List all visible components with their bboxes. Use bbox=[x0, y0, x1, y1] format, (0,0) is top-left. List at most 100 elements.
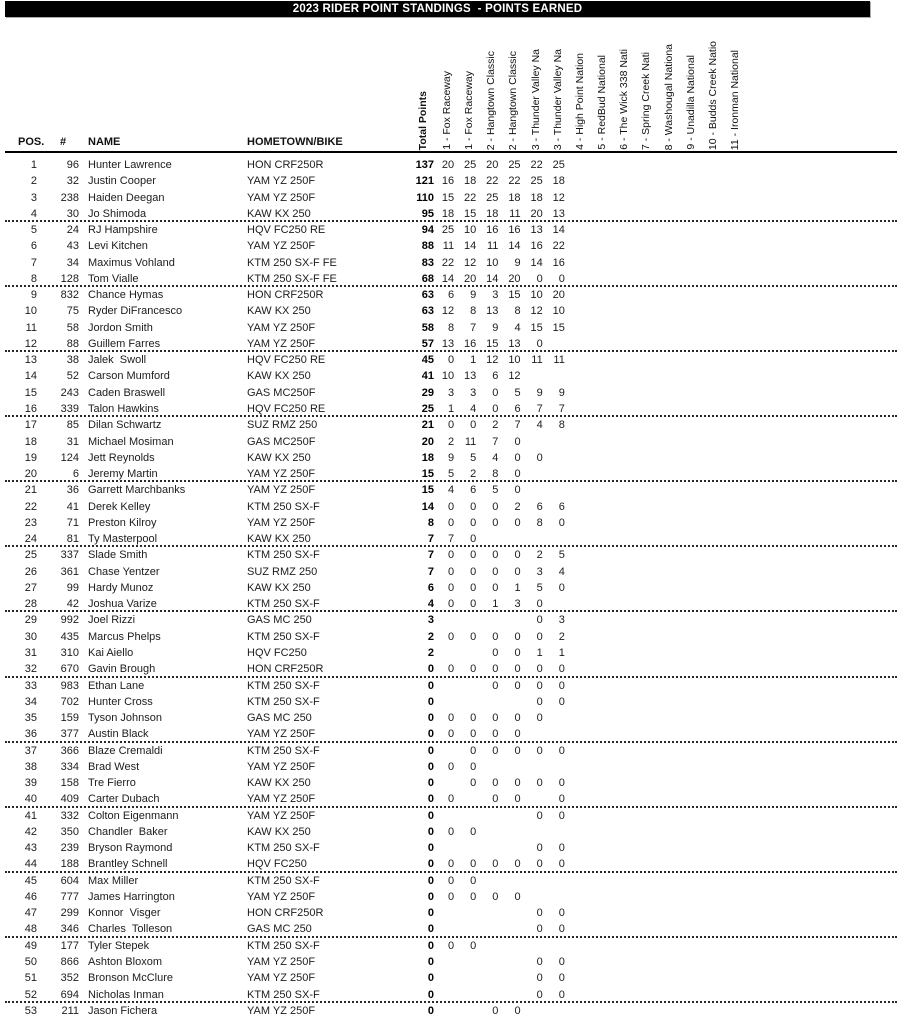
race-points-cell: 0 bbox=[558, 842, 565, 855]
rider-bike: YAM YZ 250F bbox=[247, 972, 316, 985]
race-points-cell: 11 bbox=[553, 354, 565, 367]
race-points-cell: 0 bbox=[470, 663, 477, 676]
race-points-cell: 12 bbox=[508, 370, 521, 383]
race-points-cell: 22 bbox=[552, 240, 565, 253]
rider-pos: 14 bbox=[24, 370, 37, 383]
rider-total: 0 bbox=[427, 809, 434, 822]
rider-pos: 20 bbox=[24, 468, 37, 481]
rider-pos: 35 bbox=[24, 712, 37, 725]
rider-pos: 22 bbox=[24, 500, 37, 513]
col-header-race: 6 - The Wick 338 Nati bbox=[618, 49, 631, 150]
table-row: 36 377 Austin Black YAM YZ 250F 0 0 0 0 0 bbox=[5, 726, 897, 743]
rider-pos: 44 bbox=[24, 858, 37, 871]
rider-pos: 11 bbox=[25, 321, 37, 334]
rider-pos: 1 bbox=[30, 159, 37, 171]
rider-bike: KTM 250 SX-F bbox=[247, 842, 320, 855]
race-points-cell: 13 bbox=[464, 370, 477, 383]
rider-pos: 37 bbox=[24, 744, 37, 757]
rider-total: 7 bbox=[427, 549, 434, 562]
race-points-cell: 0 bbox=[470, 744, 477, 757]
table-row: 26 361 Chase Yentzer SUZ RMZ 250 7 0 0 0 0 3 4 bbox=[5, 564, 897, 580]
race-points-cell: 20 bbox=[486, 159, 499, 171]
rider-total: 0 bbox=[427, 712, 434, 725]
rider-total: 63 bbox=[421, 305, 434, 318]
race-points-cell: 20 bbox=[441, 159, 455, 171]
rider-number: 159 bbox=[60, 712, 79, 725]
race-points-cell: 11 bbox=[464, 435, 477, 448]
race-points-cell: 6 bbox=[536, 500, 543, 513]
rider-pos: 28 bbox=[24, 598, 37, 611]
race-points-cell: 14 bbox=[486, 272, 499, 285]
rider-name: Bronson McClure bbox=[88, 972, 173, 985]
race-points-cell: 4 bbox=[470, 402, 477, 415]
rider-name: Haiden Deegan bbox=[88, 191, 165, 204]
race-points-cell: 10 bbox=[552, 305, 565, 318]
race-points-cell: 0 bbox=[558, 516, 565, 529]
rider-pos: 47 bbox=[24, 907, 37, 920]
race-points-cell: 0 bbox=[536, 451, 543, 464]
race-points-cell: 0 bbox=[470, 630, 477, 643]
rider-pos: 13 bbox=[24, 354, 37, 367]
rider-name: Preston Kilroy bbox=[88, 516, 157, 529]
rider-name: Levi Kitchen bbox=[88, 240, 148, 253]
race-points-cell: 0 bbox=[448, 598, 455, 611]
rider-bike: KTM 250 SX-F bbox=[247, 744, 320, 757]
table-row: 18 31 Michael Mosiman GAS MC250F 20 2 11 7 0 bbox=[5, 434, 897, 450]
rider-total: 110 bbox=[416, 191, 434, 204]
rider-name: Brad West bbox=[88, 760, 140, 773]
rider-number: 332 bbox=[60, 809, 79, 822]
rider-total: 41 bbox=[421, 370, 434, 383]
table-row: 43 239 Bryson Raymond KTM 250 SX-F 0 0 0 bbox=[5, 840, 897, 856]
rider-name: Tyler Stepek bbox=[88, 939, 150, 952]
rider-total: 88 bbox=[421, 240, 434, 253]
race-points-cell: 0 bbox=[536, 858, 543, 871]
race-points-cell: 16 bbox=[464, 337, 477, 350]
table-row: 42 350 Chandler Baker KAW KX 250 0 0 0 bbox=[5, 824, 897, 840]
rider-number: 409 bbox=[60, 793, 79, 806]
rider-total: 0 bbox=[427, 874, 434, 887]
rider-name: Jo Shimoda bbox=[88, 207, 147, 220]
rider-total: 121 bbox=[415, 175, 434, 188]
rider-name: Guillem Farres bbox=[88, 337, 161, 350]
race-points-cell: 0 bbox=[514, 565, 521, 578]
race-points-cell: 0 bbox=[558, 679, 565, 692]
rider-number: 604 bbox=[60, 874, 79, 887]
race-points-cell: 0 bbox=[558, 907, 565, 920]
race-points-cell: 0 bbox=[536, 744, 543, 757]
rider-bike: YAM YZ 250F bbox=[247, 809, 316, 822]
race-points-cell: 0 bbox=[492, 646, 499, 659]
race-points-cell: 9 bbox=[470, 289, 477, 302]
rider-bike: KTM 250 SX-F FE bbox=[247, 256, 337, 269]
race-points-cell: 1 bbox=[558, 646, 565, 659]
rider-pos: 36 bbox=[24, 728, 37, 741]
rider-total: 0 bbox=[427, 744, 434, 757]
standings-table: 1 96 Hunter Lawrence HON CRF250R 137 20 25 20 25… bbox=[0, 157, 902, 1019]
race-points-cell: 0 bbox=[536, 679, 543, 692]
rider-bike: YAM YZ 250F bbox=[247, 760, 316, 773]
race-points-cell: 0 bbox=[470, 760, 477, 773]
rider-bike: YAM YZ 250F bbox=[247, 890, 316, 903]
table-row: 20 6 Jeremy Martin YAM YZ 250F 15 5 2 8 0 bbox=[5, 466, 897, 483]
race-points-cell: 8 bbox=[558, 419, 565, 432]
col-header-race: 1 - Fox Raceway bbox=[463, 71, 476, 150]
rider-total: 0 bbox=[427, 777, 434, 790]
rider-number: 350 bbox=[60, 825, 79, 838]
race-points-cell: 0 bbox=[536, 988, 543, 1001]
race-points-cell: 2 bbox=[492, 419, 499, 432]
race-points-cell: 0 bbox=[470, 598, 477, 611]
rider-bike: KAW KX 250 bbox=[247, 451, 311, 464]
rider-total: 0 bbox=[427, 842, 434, 855]
race-points-cell: 0 bbox=[492, 581, 499, 594]
race-points-cell: 0 bbox=[492, 565, 499, 578]
table-row: 11 58 Jordon Smith YAM YZ 250F 58 8 7 9 4 15 15 bbox=[5, 320, 897, 336]
rider-pos: 5 bbox=[30, 224, 37, 237]
rider-name: Tyson Johnson bbox=[88, 712, 162, 725]
rider-pos: 2 bbox=[30, 175, 37, 188]
race-points-cell: 11 bbox=[487, 240, 499, 253]
race-points-cell: 0 bbox=[448, 516, 455, 529]
table-row: 51 352 Bronson McClure YAM YZ 250F 0 0 0 bbox=[5, 970, 897, 986]
rider-pos: 48 bbox=[24, 923, 37, 936]
race-points-cell: 11 bbox=[509, 207, 521, 220]
race-points-cell: 0 bbox=[448, 890, 455, 903]
